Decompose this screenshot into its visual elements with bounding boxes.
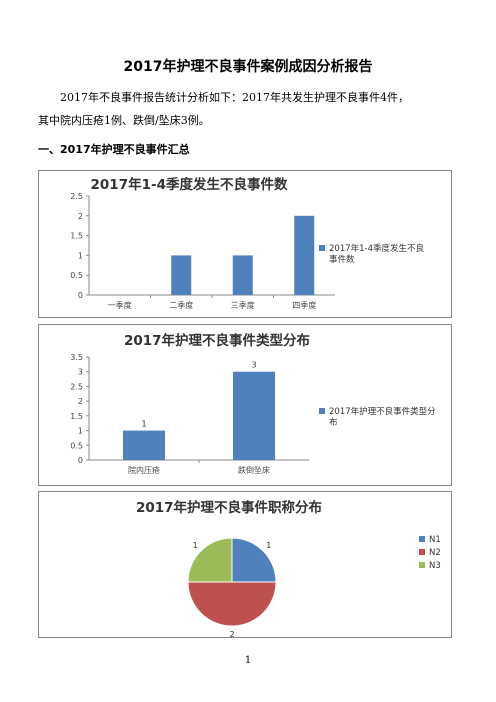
legend-swatch: [319, 408, 325, 414]
y-tick-label: 2.5: [70, 192, 83, 201]
legend-swatch: [419, 536, 425, 542]
legend-text-line: 布: [329, 417, 338, 428]
bar: [171, 255, 192, 295]
legend-label: N3: [429, 561, 441, 571]
data-label: 1: [141, 420, 146, 429]
chart-title: 2017年1-4季度发生不良事件数: [91, 176, 288, 193]
bar: [294, 215, 315, 295]
summary-paragraph: 2017年不良事件报告统计分析如下：2017年共发生护理不良事件4件， 其中院内…: [38, 86, 458, 132]
slice-data-label: 1: [193, 541, 198, 550]
y-tick-label: 0: [78, 456, 83, 465]
x-tick-label: 院内压疮: [128, 465, 160, 475]
y-tick-label: 0: [78, 291, 83, 300]
x-tick-label: 三季度: [231, 300, 255, 310]
summary-line-2: 其中院内压疮1例、跌倒/坠床3例。: [38, 114, 210, 127]
x-tick-label: 四季度: [292, 300, 316, 310]
data-label: 3: [251, 361, 256, 370]
legend-text-line: 事件数: [329, 254, 355, 265]
y-tick-label: 1: [78, 427, 83, 436]
type-distribution-chart: 2017年护理不良事件类型分布 0 0.5 1 1.5 2 2.5 3 3.5 院内压疮 1 跌倒坠床…: [38, 324, 452, 486]
page-number: 1: [244, 655, 252, 666]
chart-title: 2017年护理不良事件职称分布: [136, 499, 322, 516]
y-tick-label: 0.5: [70, 441, 83, 450]
pie-slice: [187, 581, 277, 627]
y-tick-label: 1: [78, 251, 83, 260]
y-tick-label: 2: [78, 212, 83, 221]
x-tick-label: 跌倒坠床: [238, 465, 270, 475]
bar: [123, 430, 165, 460]
title-distribution-chart-svg: 2017年护理不良事件职称分布 1 2 1 N1 N2 N3: [136, 499, 441, 637]
slice-data-label: 2: [229, 630, 234, 637]
legend-swatch: [319, 245, 325, 251]
y-tick-label: 1.5: [70, 412, 83, 421]
pie-slice: [187, 537, 233, 583]
legend-label: N2: [429, 548, 441, 558]
y-tick-label: 2.5: [70, 382, 83, 391]
y-tick-label: 3: [78, 368, 83, 377]
quarterly-chart: 2017年1-4季度发生不良事件数 0 0.5 1 1.5 2 2.5 一季度 二季度 三季度 四季…: [38, 170, 452, 318]
section-heading: 一、2017年护理不良事件汇总: [38, 143, 190, 156]
pie-slice: [231, 537, 277, 583]
bar: [232, 255, 253, 295]
chart-title: 2017年护理不良事件类型分布: [124, 332, 310, 349]
title-distribution-chart: 2017年护理不良事件职称分布 1 2 1 N1 N2 N3: [38, 491, 452, 638]
legend-swatch: [419, 562, 425, 568]
type-distribution-chart-svg: 2017年护理不良事件类型分布 0 0.5 1 1.5 2 2.5 3 3.5 院内压疮 1 跌倒坠床…: [70, 332, 436, 475]
legend-swatch: [419, 549, 425, 555]
y-tick-label: 2: [78, 397, 83, 406]
document-title: 2017年护理不良事件案例成因分析报告: [123, 59, 373, 75]
y-tick-label: 0.5: [70, 271, 83, 280]
legend-label: N1: [429, 535, 441, 545]
bar: [233, 371, 275, 460]
x-tick-label: 一季度: [108, 300, 132, 310]
legend-text-line: 2017年护理不良事件类型分: [329, 406, 436, 417]
quarterly-chart-svg: 2017年1-4季度发生不良事件数 0 0.5 1 1.5 2 2.5 一季度 二季度 三季度 四季…: [70, 176, 425, 310]
y-tick-label: 3.5: [70, 353, 83, 362]
x-tick-label: 二季度: [169, 300, 193, 310]
y-tick-label: 1.5: [70, 232, 83, 241]
summary-line-1: 2017年不良事件报告统计分析如下：2017年共发生护理不良事件4件，: [60, 91, 409, 104]
slice-data-label: 1: [266, 541, 271, 550]
legend-text-line: 2017年1-4季度发生不良: [329, 243, 425, 254]
